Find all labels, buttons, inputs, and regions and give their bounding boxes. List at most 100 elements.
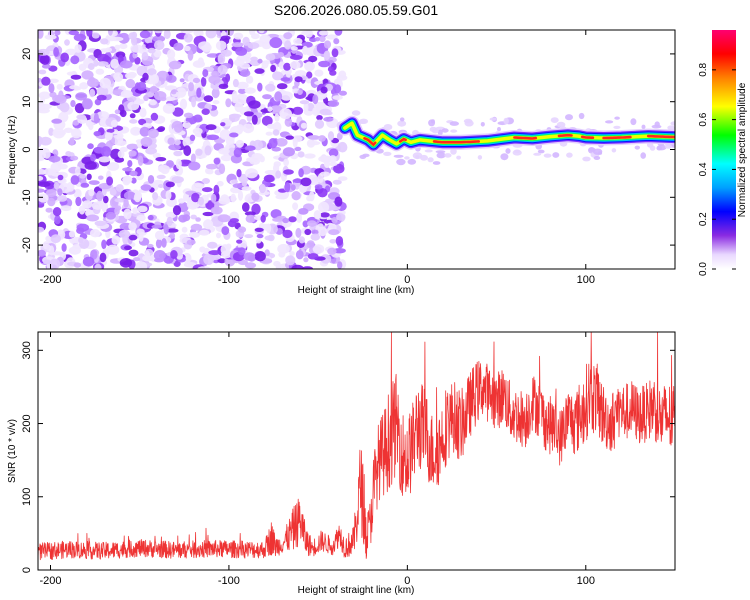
noise-speckle [265,53,276,61]
noise-speckle [87,78,99,88]
noise-speckle [69,85,80,90]
noise-speckle [125,73,131,79]
noise-speckle [70,100,76,108]
noise-speckle [168,60,182,70]
noise-speckle [48,155,61,163]
noise-speckle [265,83,276,92]
noise-speckle [308,55,318,63]
noise-speckle [59,102,70,113]
noise-speckle [192,127,203,135]
noise-speckle [38,150,46,160]
noise-speckle [218,196,231,205]
noise-speckle [203,95,214,102]
noise-speckle [47,197,56,207]
snr-x-tick-label: 100 [577,575,595,587]
noise-speckle [188,161,201,171]
noise-speckle [106,128,115,133]
noise-speckle [204,145,212,156]
noise-speckle [38,175,44,181]
noise-speckle [166,228,179,233]
noise-speckle [245,214,256,223]
noise-speckle [110,188,116,196]
noise-speckle [206,134,220,141]
noise-speckle [328,161,338,167]
noise-speckle [60,205,72,212]
noise-speckle [262,94,272,100]
snr-x-tick-label: -200 [39,575,61,587]
noise-speckle [300,122,308,129]
halo-speckle [407,158,417,165]
snr-panel: -200 -100 0 100 0 100 200 300 Height of straigh… [7,331,676,596]
noise-speckle [135,261,148,269]
noise-speckle [329,155,337,164]
noise-speckle [141,52,149,61]
noise-speckle [142,72,149,81]
noise-speckle [195,148,203,156]
snr-plot-area [38,332,675,561]
halo-speckle [613,125,621,129]
noise-speckle [48,78,59,84]
noise-speckle [56,83,63,90]
noise-speckle [155,157,167,162]
noise-speckle [332,179,342,185]
noise-speckle [90,249,98,260]
noise-speckle [307,220,317,227]
noise-speckle [213,157,221,165]
noise-speckle [220,35,231,41]
noise-speckle [244,262,257,269]
noise-speckle [114,44,121,50]
noise-speckle [57,195,68,202]
noise-speckle [231,179,238,184]
noise-speckle [333,163,345,174]
noise-speckle [154,258,165,263]
noise-speckle [171,89,177,95]
noise-speckle [298,236,305,244]
noise-speckle [189,202,200,209]
halo-speckle [651,124,662,129]
halo-speckle [351,110,361,116]
noise-speckle [265,131,273,136]
noise-speckle [128,222,137,231]
noise-speckle [267,234,275,242]
noise-speckle [220,122,226,127]
noise-speckle [261,60,269,69]
noise-speckle [233,32,244,40]
halo-speckle [427,157,434,163]
noise-speckle [217,214,231,223]
noise-speckle [225,73,231,83]
noise-speckle [157,126,166,132]
noise-speckle [86,214,100,222]
noise-speckle [72,119,80,126]
noise-speckle [137,205,148,213]
noise-speckle [173,42,184,51]
noise-speckle [45,189,57,198]
noise-speckle [245,168,258,179]
halo-speckle [412,152,423,160]
noise-speckle [137,155,144,166]
noise-speckle [216,180,224,187]
noise-speckle [276,83,288,90]
snr-y-tick-label: 200 [21,414,33,432]
noise-speckle [196,87,202,98]
noise-speckle [52,127,66,139]
noise-speckle [199,229,210,236]
noise-speckle [123,198,129,208]
halo-speckle [505,148,511,154]
noise-speckle [297,151,305,158]
noise-speckle [243,252,256,261]
noise-speckle [251,153,264,160]
noise-speckle [126,143,139,150]
halo-speckle [393,154,404,158]
noise-speckle [244,211,256,216]
noise-speckle [193,114,203,123]
noise-speckle [332,95,343,100]
noise-speckle [172,205,182,216]
noise-speckle [41,64,51,69]
noise-speckle [61,243,67,252]
halo-speckle [614,116,620,120]
noise-speckle [302,220,309,228]
noise-speckle [273,161,281,168]
noise-speckle [43,259,51,265]
noise-speckle [89,88,96,98]
noise-speckle [158,184,164,188]
